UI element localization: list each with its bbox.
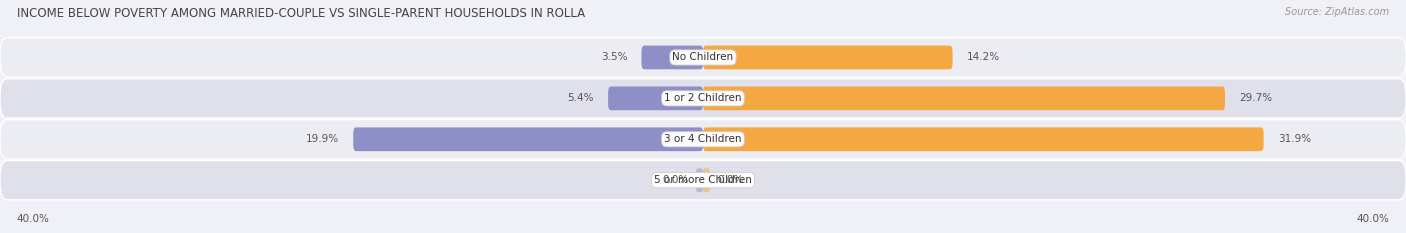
Text: 1 or 2 Children: 1 or 2 Children <box>664 93 742 103</box>
Text: 40.0%: 40.0% <box>17 214 49 224</box>
Text: 14.2%: 14.2% <box>967 52 1000 62</box>
Text: 19.9%: 19.9% <box>307 134 339 144</box>
FancyBboxPatch shape <box>703 86 1225 110</box>
FancyBboxPatch shape <box>0 38 1406 77</box>
Text: 3.5%: 3.5% <box>600 52 627 62</box>
FancyBboxPatch shape <box>703 46 953 69</box>
FancyBboxPatch shape <box>0 161 1406 200</box>
Text: 29.7%: 29.7% <box>1239 93 1272 103</box>
FancyBboxPatch shape <box>0 79 1406 118</box>
FancyBboxPatch shape <box>609 86 703 110</box>
Text: 5 or more Children: 5 or more Children <box>654 175 752 185</box>
Text: 40.0%: 40.0% <box>1357 214 1389 224</box>
Text: No Children: No Children <box>672 52 734 62</box>
FancyBboxPatch shape <box>353 127 703 151</box>
FancyBboxPatch shape <box>703 127 1264 151</box>
Text: 5.4%: 5.4% <box>568 93 593 103</box>
FancyBboxPatch shape <box>0 120 1406 159</box>
FancyBboxPatch shape <box>703 168 710 192</box>
Text: 0.0%: 0.0% <box>717 175 744 185</box>
Text: 31.9%: 31.9% <box>1278 134 1310 144</box>
Text: INCOME BELOW POVERTY AMONG MARRIED-COUPLE VS SINGLE-PARENT HOUSEHOLDS IN ROLLA: INCOME BELOW POVERTY AMONG MARRIED-COUPL… <box>17 7 585 20</box>
Text: 0.0%: 0.0% <box>662 175 689 185</box>
FancyBboxPatch shape <box>696 168 703 192</box>
FancyBboxPatch shape <box>641 46 703 69</box>
Text: Source: ZipAtlas.com: Source: ZipAtlas.com <box>1285 7 1389 17</box>
Text: 3 or 4 Children: 3 or 4 Children <box>664 134 742 144</box>
